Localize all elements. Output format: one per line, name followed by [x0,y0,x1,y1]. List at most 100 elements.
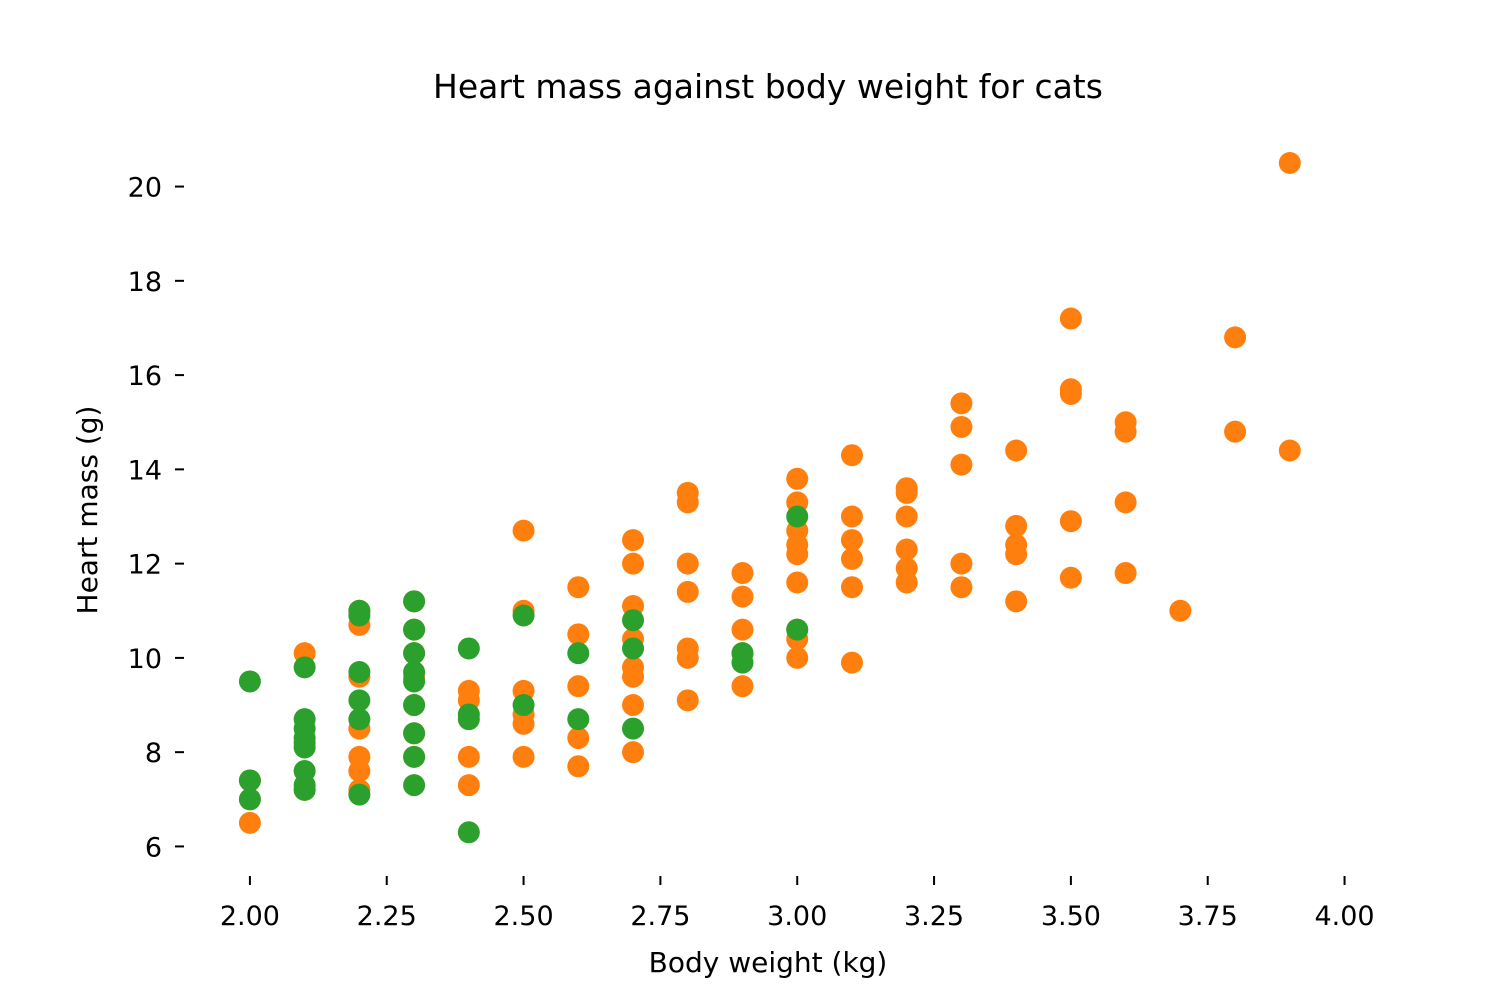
series-0 [238,151,1301,834]
data-point [950,576,973,599]
x-tick-label: 2.50 [494,901,554,932]
data-point [293,656,316,679]
data-point [840,576,863,599]
data-point [348,745,371,768]
data-point [348,661,371,684]
data-point [238,811,261,834]
y-axis-title: Heart mass (g) [71,406,104,615]
x-tick-label: 2.25 [357,901,417,932]
data-point [786,571,809,594]
data-point [676,689,699,712]
series-1 [238,505,809,844]
data-point [512,745,535,768]
data-point [840,505,863,528]
data-point [676,580,699,603]
x-tick-label: 3.25 [904,901,964,932]
data-point [457,703,480,726]
data-point [457,679,480,702]
data-point [676,552,699,575]
y-tick-label: 18 [128,267,162,298]
data-point [895,557,918,580]
data-point [950,415,973,438]
data-point [1005,533,1028,556]
data-point [348,599,371,622]
y-tick-label: 10 [128,644,162,675]
data-point [1114,491,1137,514]
chart-title: Heart mass against body weight for cats [433,67,1103,106]
data-point [895,505,918,528]
data-point [731,585,754,608]
x-tick-label: 3.75 [1178,901,1238,932]
data-point [622,609,645,632]
data-point [238,788,261,811]
data-point [731,675,754,698]
data-point [567,576,590,599]
data-point [1114,411,1137,434]
data-point [567,623,590,646]
x-axis: 2.00 2.25 2.50 2.75 3.00 3.25 3.50 3.75 4.00 [220,876,1375,932]
data-point [950,453,973,476]
data-point [1114,562,1137,585]
y-axis: 6 8 10 12 14 16 18 20 [128,173,184,863]
data-point [238,769,261,792]
data-point [348,708,371,731]
data-point [238,670,261,693]
data-point [622,637,645,660]
data-point [1059,510,1082,533]
y-tick-label: 20 [128,173,162,204]
x-tick-label: 2.00 [220,901,280,932]
data-point [622,552,645,575]
data-point [786,646,809,669]
data-point [731,562,754,585]
data-point [676,637,699,660]
data-point [512,604,535,627]
y-tick-label: 6 [145,832,162,863]
data-point [403,618,426,641]
data-point [457,637,480,660]
data-point [293,708,316,731]
data-point [403,642,426,665]
data-point [348,783,371,806]
data-point [1224,326,1247,349]
data-point [622,656,645,679]
y-tick-label: 8 [145,738,162,769]
x-tick-label: 3.00 [767,901,827,932]
data-point [1059,307,1082,330]
data-point [1169,599,1192,622]
data-point [567,675,590,698]
data-point [895,538,918,561]
data-point [567,708,590,731]
data-point [840,529,863,552]
data-point [622,694,645,717]
x-tick-label: 4.00 [1314,901,1374,932]
data-point [1224,420,1247,443]
data-point [403,745,426,768]
data-point [676,481,699,504]
data-point [786,467,809,490]
data-point [840,651,863,674]
data-point [457,821,480,844]
data-point [403,590,426,613]
data-point [403,774,426,797]
data-point [786,505,809,528]
data-point [567,642,590,665]
data-point [622,741,645,764]
data-point [1005,439,1028,462]
data-point [1005,514,1028,537]
data-point [950,552,973,575]
data-point [1278,439,1301,462]
data-point [622,529,645,552]
data-point [348,689,371,712]
data-point [293,760,316,783]
data-point [512,519,535,542]
plot-points [238,151,1301,844]
data-point [731,642,754,665]
data-point [840,547,863,570]
data-point [840,444,863,467]
data-point [1059,566,1082,589]
data-point [950,392,973,415]
y-tick-label: 16 [128,361,162,392]
data-point [1005,590,1028,613]
data-point [567,727,590,750]
